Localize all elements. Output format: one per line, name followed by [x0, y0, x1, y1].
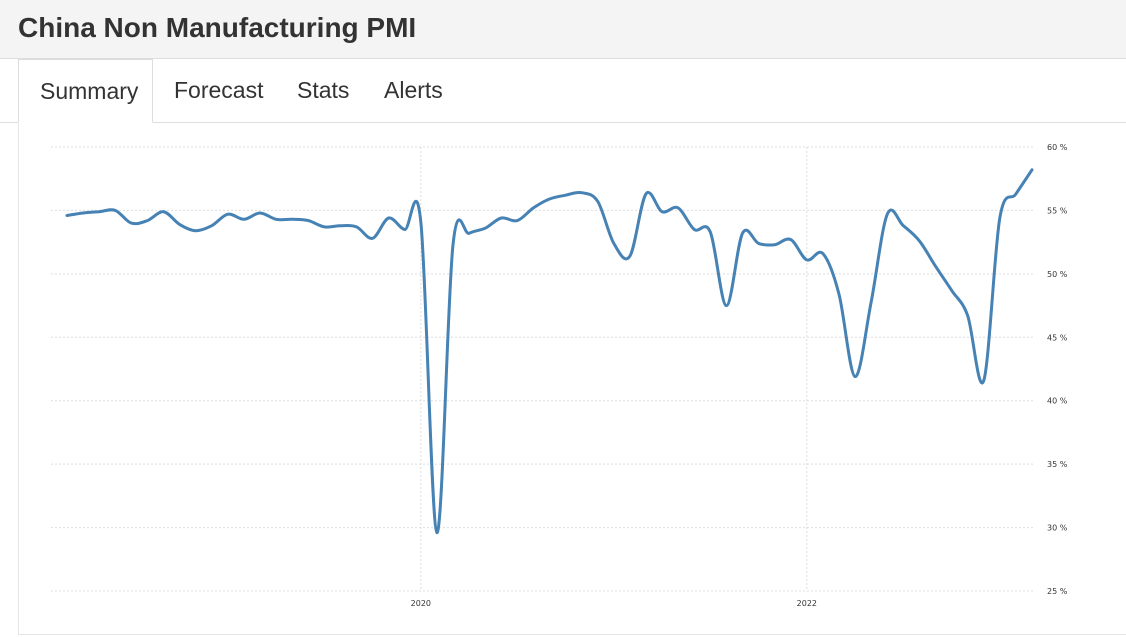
y-tick-label: 45 %: [1047, 333, 1068, 342]
tab-alerts[interactable]: Alerts: [384, 77, 443, 103]
chart-panel: 60 % 55 % 50 % 45 % 40 % 35 % 30 % 25 % 2020 2022: [18, 123, 1126, 635]
tab-forecast[interactable]: Forecast: [174, 77, 264, 103]
y-tick-label: 55 %: [1047, 206, 1068, 215]
series-line: [65, 168, 1034, 535]
y-tick-label: 60 %: [1047, 143, 1068, 152]
y-tick-label: 35 %: [1047, 460, 1068, 469]
x-tick-label: 2020: [411, 599, 431, 608]
tab-summary[interactable]: Summary: [18, 59, 154, 123]
tab-bar: Summary Forecast Stats Alerts: [0, 59, 1126, 123]
y-tick-label: 50 %: [1047, 270, 1068, 279]
pmi-line-chart: 60 % 55 % 50 % 45 % 40 % 35 % 30 % 25 % 2020 2022: [51, 143, 1068, 608]
x-tick-label: 2022: [797, 599, 817, 608]
tab-stats[interactable]: Stats: [297, 77, 350, 103]
y-tick-label: 40 %: [1047, 397, 1068, 406]
y-tick-label: 30 %: [1047, 524, 1068, 533]
page-header: China Non Manufacturing PMI: [0, 0, 1126, 59]
page-title: China Non Manufacturing PMI: [18, 12, 417, 43]
y-tick-label: 25 %: [1047, 587, 1068, 596]
